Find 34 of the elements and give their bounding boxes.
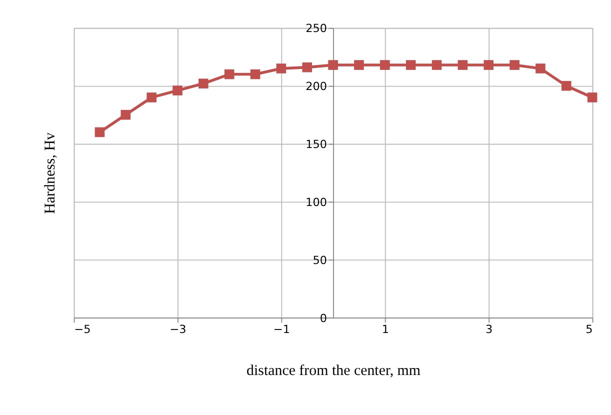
point <box>536 64 546 74</box>
y-tick-label: 150 <box>306 138 327 151</box>
point <box>146 92 156 102</box>
point <box>587 92 598 102</box>
point <box>172 86 182 96</box>
point <box>432 60 442 70</box>
y-tick-label: 100 <box>306 196 327 209</box>
y-tick-label: 50 <box>312 254 327 267</box>
x-tick-label: 1 <box>382 322 389 336</box>
point <box>354 60 364 70</box>
y-tick-label: 0 <box>320 312 327 325</box>
point <box>302 62 312 72</box>
point <box>120 110 131 120</box>
point <box>510 60 520 70</box>
x-tick-label: −5 <box>74 322 91 336</box>
x-tick-label: 3 <box>486 322 493 336</box>
point <box>380 60 390 70</box>
y-tick-label: 200 <box>306 80 327 94</box>
point <box>250 69 260 80</box>
point <box>406 60 416 70</box>
point <box>224 69 234 80</box>
point <box>484 60 494 70</box>
point <box>94 127 105 138</box>
x-tick-label: 5 <box>586 322 593 336</box>
x-axis-title: distance from the center, mm <box>246 363 421 380</box>
point <box>198 78 208 88</box>
x-tick-label: −3 <box>170 322 186 336</box>
point <box>561 80 572 91</box>
y-tick-label: 250 <box>306 22 327 36</box>
y-axis-title: Hardness, Hv <box>42 132 59 214</box>
point <box>276 64 286 74</box>
point <box>328 60 338 70</box>
x-tick-label: −1 <box>273 322 290 336</box>
point <box>458 60 468 70</box>
